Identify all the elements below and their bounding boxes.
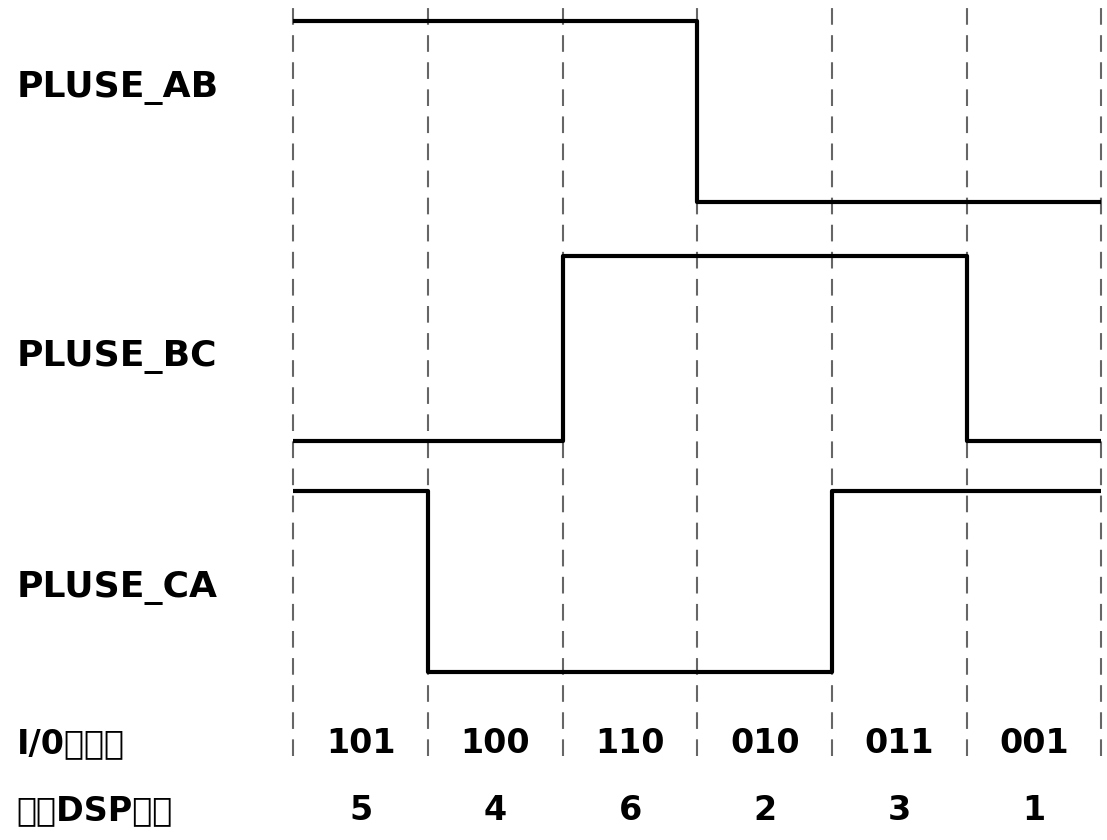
- Text: 011: 011: [865, 727, 934, 760]
- Text: 1: 1: [1023, 794, 1046, 827]
- Text: 010: 010: [730, 727, 799, 760]
- Text: I/0口电平: I/0口电平: [17, 727, 125, 760]
- Text: 4: 4: [484, 794, 507, 827]
- Text: 3: 3: [888, 794, 911, 827]
- Text: 001: 001: [1000, 727, 1069, 760]
- Text: PLUSE_AB: PLUSE_AB: [17, 71, 219, 105]
- Text: PLUSE_BC: PLUSE_BC: [17, 340, 217, 374]
- Text: PLUSE_CA: PLUSE_CA: [17, 571, 218, 605]
- Text: 5: 5: [349, 794, 372, 827]
- Text: 100: 100: [461, 727, 530, 760]
- Text: 2: 2: [753, 794, 776, 827]
- Text: 6: 6: [619, 794, 642, 827]
- Text: 110: 110: [596, 727, 665, 760]
- Text: 101: 101: [325, 727, 395, 760]
- Text: 读入DSP字节: 读入DSP字节: [17, 794, 173, 827]
